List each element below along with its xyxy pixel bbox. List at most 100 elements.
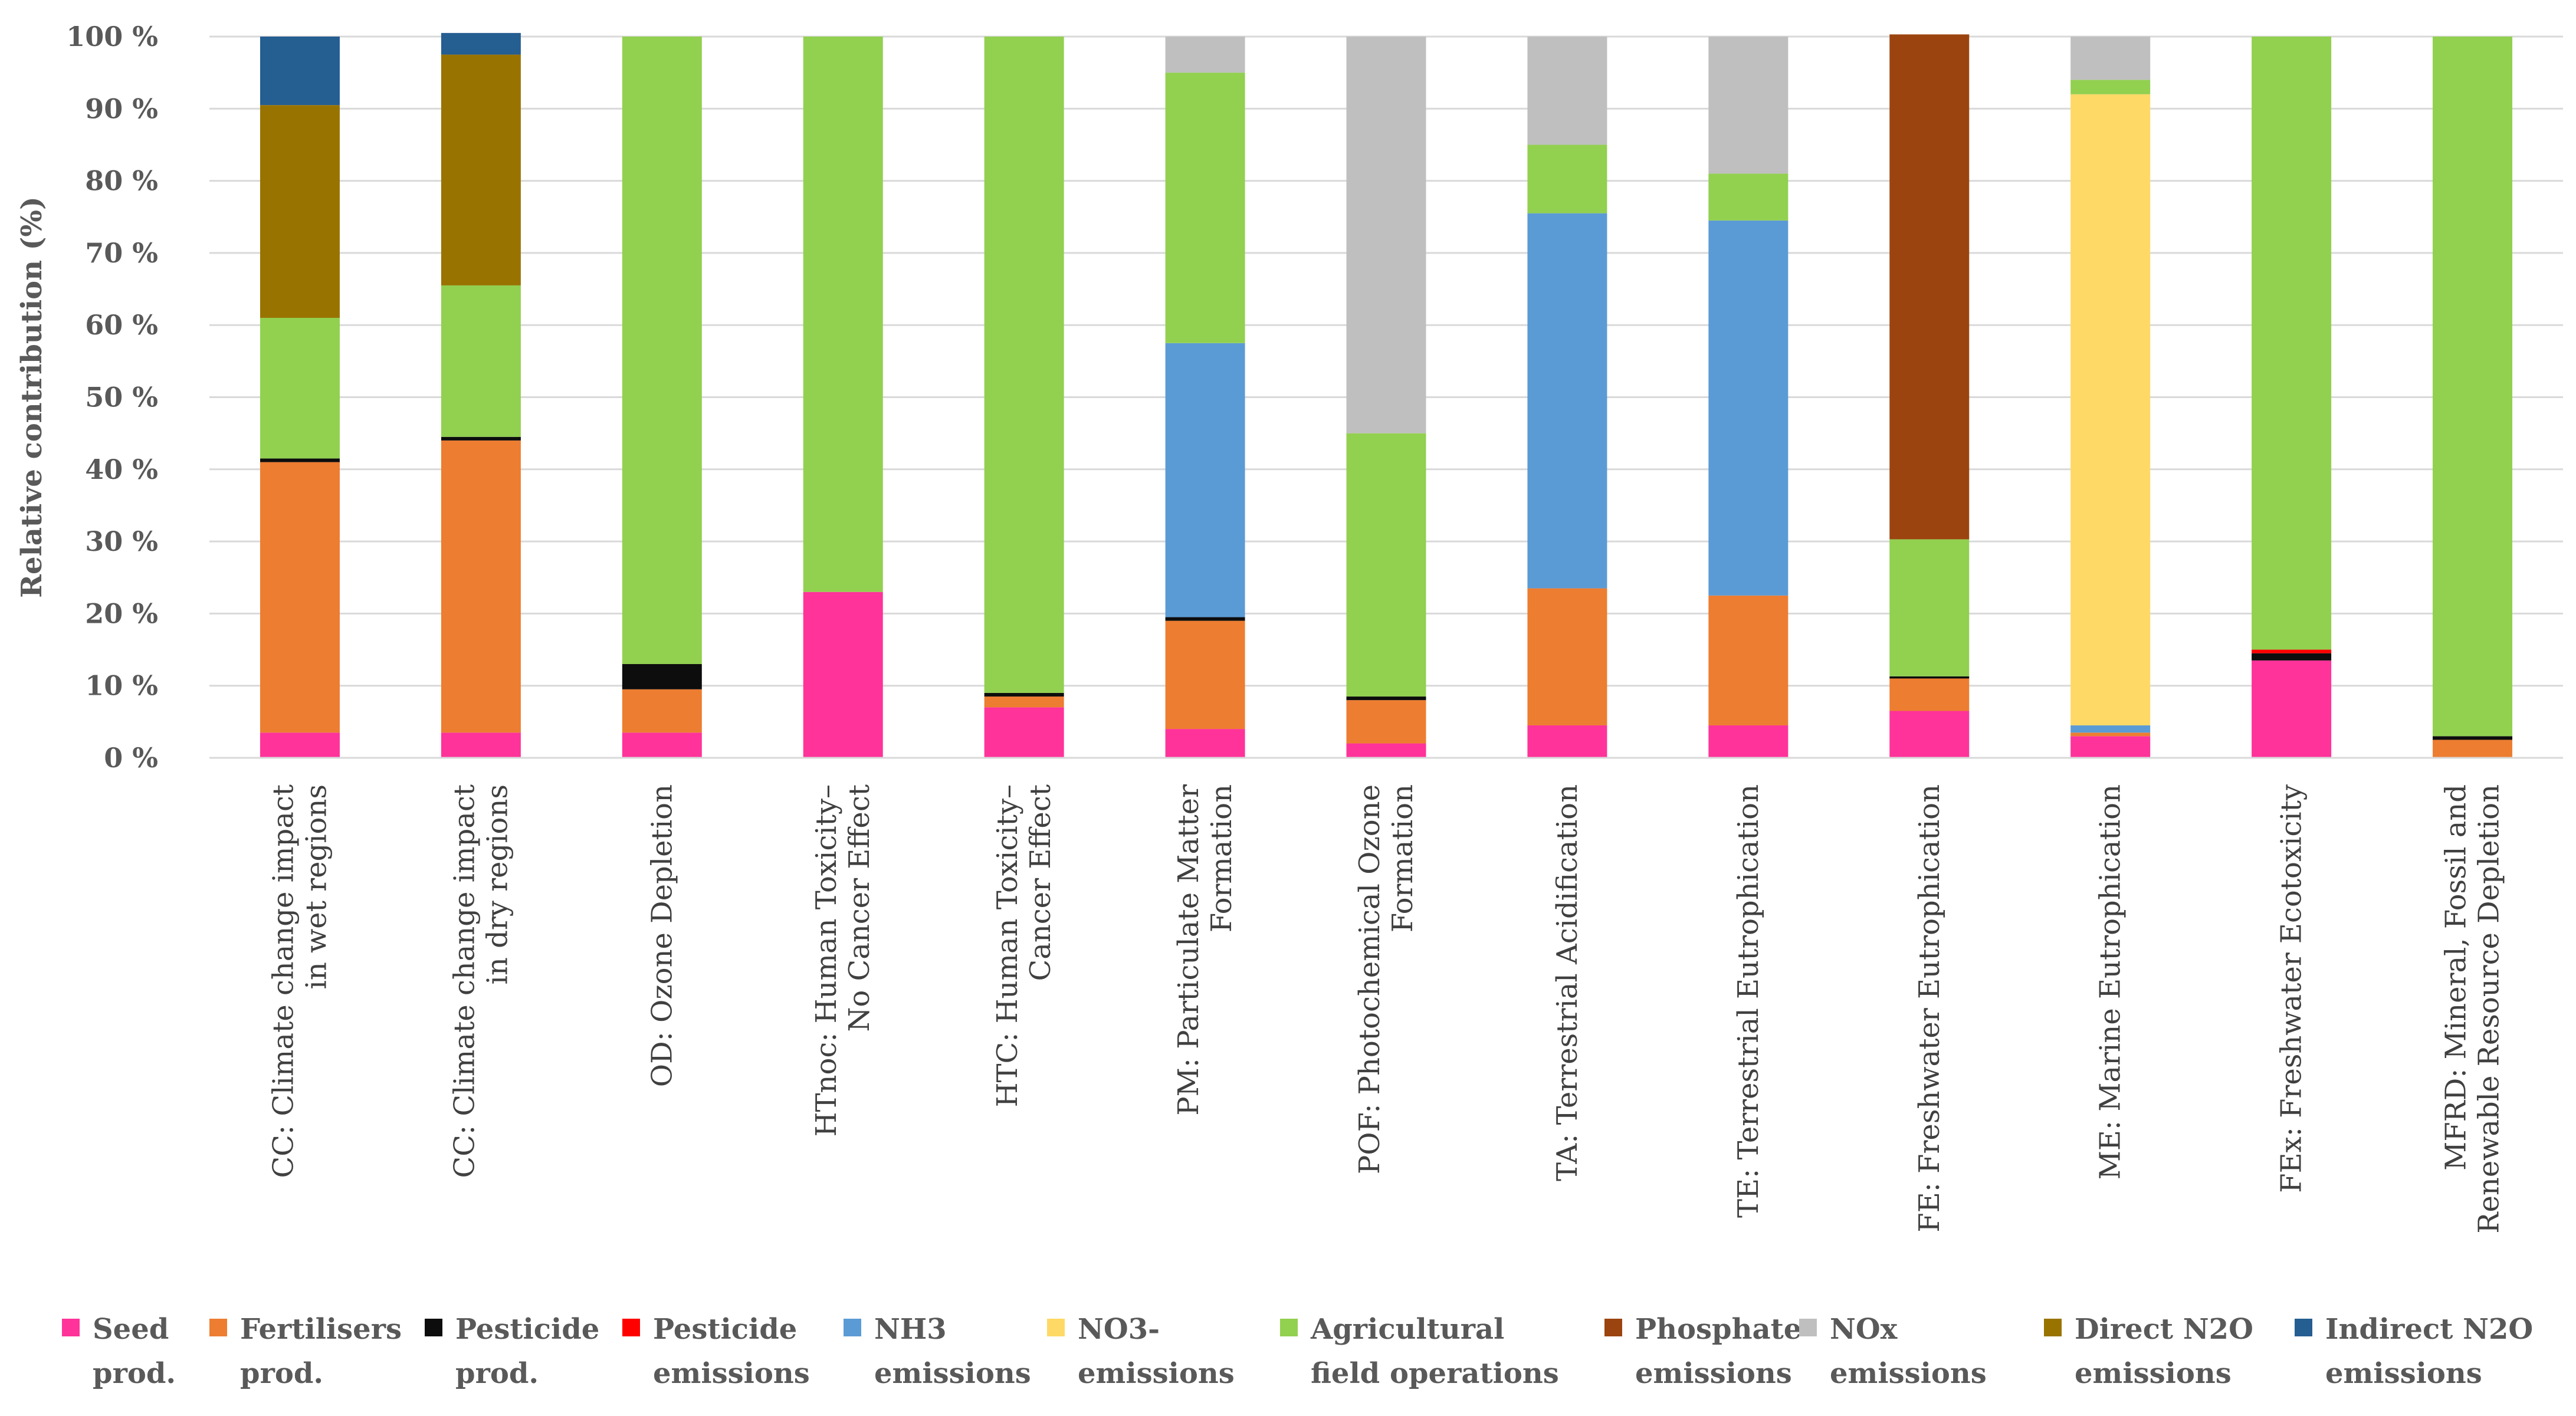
legend-swatch	[1604, 1319, 1622, 1336]
bar-segment	[622, 732, 702, 758]
bar-segment	[2070, 736, 2151, 758]
bar-segment	[2070, 725, 2151, 733]
legend-item: NOx emissions	[1799, 1313, 1987, 1390]
bar-segment	[984, 37, 1064, 693]
y-tick-label: 30 %	[85, 525, 158, 557]
y-tick-label: 60 %	[85, 309, 158, 341]
legend-swatch	[2295, 1319, 2312, 1336]
legend-label: prod.	[93, 1357, 176, 1390]
bar-segment	[1527, 725, 1607, 758]
legend-label: Phosphate	[1635, 1313, 1801, 1346]
legend-swatch	[1047, 1319, 1065, 1336]
bar-segment	[1708, 595, 1789, 725]
x-category-label-line: FE: Freshwater Eutrophication	[1913, 784, 1946, 1233]
x-category-label-line: Formation	[1205, 784, 1238, 932]
x-category-label: CC: Climate change impact in dry regions	[448, 784, 514, 1178]
bar-segment	[260, 37, 340, 106]
legend-label: prod.	[240, 1357, 323, 1390]
legend-swatch	[209, 1319, 227, 1336]
bar-segment	[441, 436, 521, 441]
bar-segment	[622, 664, 702, 689]
bar-segment	[2252, 649, 2332, 653]
legend-swatch	[1799, 1319, 1817, 1336]
legend-item: NO3- emissions	[1047, 1313, 1235, 1390]
bar-segment	[1346, 433, 1426, 697]
bar-segment	[1889, 711, 1970, 758]
bar-segment	[2433, 37, 2513, 737]
bar-segment	[1346, 37, 1426, 433]
bar-segment	[1165, 37, 1245, 73]
legend-label: NO3-	[1078, 1313, 1160, 1346]
y-tick-label: 50 %	[85, 382, 158, 413]
bar-segment	[2252, 653, 2332, 661]
legend-item: Pesticide emissions	[622, 1313, 810, 1390]
x-category-label: FE: Freshwater Eutrophication	[1913, 784, 1946, 1233]
bar-segment	[1165, 617, 1245, 621]
legend-label: NOx	[1830, 1313, 1898, 1346]
bar-segment	[984, 692, 1064, 697]
bar-segment	[2252, 37, 2332, 650]
legend-swatch	[844, 1319, 861, 1336]
legend-label: prod.	[455, 1357, 539, 1390]
y-tick-label: 90 %	[85, 93, 158, 124]
x-category-label: TA: Terrestrial Acidification	[1551, 784, 1584, 1181]
bar-segment	[1889, 539, 1970, 676]
x-category-label-line: POF: Photochemical Ozone	[1353, 784, 1386, 1174]
bar-segment	[441, 285, 521, 437]
legend-item: NH3 emissions	[844, 1313, 1031, 1390]
bar-segment	[1527, 144, 1607, 213]
legend-label: emissions	[1078, 1357, 1235, 1390]
bar-segment	[2070, 80, 2151, 94]
bar-segment	[441, 54, 521, 285]
legend-label: Fertilisers	[240, 1313, 402, 1346]
y-tick-label: 80 %	[85, 165, 158, 197]
x-axis-category-labels: CC: Climate change impact in wet regions C…	[267, 784, 2505, 1234]
legend-item: Phosphate emissions	[1604, 1313, 1801, 1390]
bar-segment	[1889, 676, 1970, 679]
x-category-label: POF: Photochemical Ozone Formation	[1353, 784, 1419, 1174]
x-category-label: OD: Ozone Depletion	[645, 784, 678, 1087]
legend-label: Pesticide	[455, 1313, 599, 1346]
legend-label: Agricultural	[1310, 1313, 1504, 1346]
legend-item: Pesticide prod.	[425, 1313, 599, 1390]
bar-segment	[260, 317, 340, 459]
bar-segment	[1708, 220, 1789, 596]
bar-segment	[1346, 700, 1426, 744]
bar-segment	[2070, 37, 2151, 80]
x-category-label: MFRD: Mineral, Fossil and Renewable Resou…	[2440, 784, 2506, 1234]
legend-swatch	[62, 1319, 80, 1336]
bar-segment	[2070, 94, 2151, 725]
x-category-label: FEx: Freshwater Ecotoxicity	[2275, 784, 2308, 1193]
x-category-label-line: HTnoc: Human Toxicity–	[810, 784, 843, 1136]
bar-segment	[1708, 173, 1789, 221]
bar-segment	[441, 32, 521, 55]
bar-segment	[260, 732, 340, 758]
x-category-label-line: CC: Climate change impact	[448, 784, 481, 1178]
legend-item: Fertilisers prod.	[209, 1313, 402, 1390]
x-category-label: CC: Climate change impact in wet regions	[267, 784, 333, 1178]
legend-label: emissions	[2075, 1357, 2232, 1390]
bar-segment	[441, 440, 521, 733]
bar-segment	[2070, 732, 2151, 737]
legend-label: Seed	[93, 1313, 169, 1346]
legend-swatch	[2044, 1319, 2062, 1336]
bar-segment	[441, 732, 521, 758]
y-tick-label: 10 %	[85, 670, 158, 702]
bar-segment	[1165, 729, 1245, 758]
legend-label: Direct N2O	[2075, 1313, 2253, 1346]
y-axis-ticks: 0 % 10 % 20 % 30 % 40 % 50 % 60 % 70 % 80 % 90 % 1…	[66, 21, 158, 774]
bar-segment	[2433, 736, 2513, 740]
bar-segment	[1346, 743, 1426, 758]
bars	[260, 32, 2513, 758]
bar-segment	[1708, 37, 1789, 174]
x-category-label-line: No Cancer Effect	[843, 784, 876, 1032]
x-category-label-line: Formation	[1386, 784, 1419, 932]
bar-segment	[1889, 34, 1970, 540]
bar-segment	[803, 37, 883, 592]
legend-item: Agricultural field operations	[1280, 1313, 1559, 1390]
bar-segment	[622, 37, 702, 665]
y-tick-label: 40 %	[85, 454, 158, 485]
legend-label: emissions	[653, 1357, 810, 1390]
bar-segment	[984, 696, 1064, 708]
